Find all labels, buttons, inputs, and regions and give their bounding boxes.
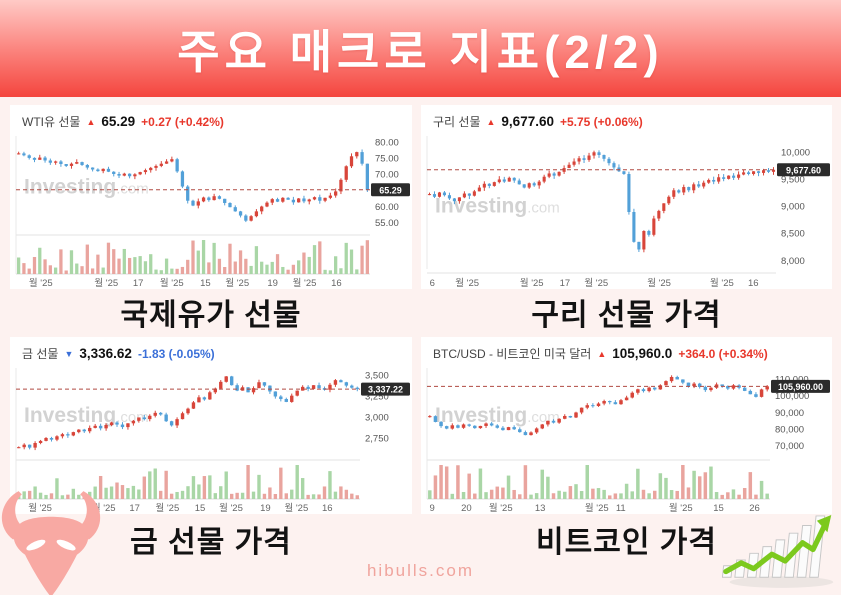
instrument-name: BTC/USD - 비트코인 미국 달러	[433, 347, 592, 361]
svg-text:15: 15	[713, 503, 724, 514]
page-title: 주요 매크로 지표(2/2)	[177, 25, 664, 78]
svg-text:16: 16	[322, 503, 333, 514]
svg-text:15: 15	[195, 503, 206, 514]
svg-text:10,000: 10,000	[781, 147, 810, 158]
svg-text:월 '25: 월 '25	[585, 502, 609, 514]
svg-text:월 '25: 월 '25	[520, 277, 544, 289]
svg-text:70,000: 70,000	[775, 441, 804, 452]
svg-text:20: 20	[461, 503, 472, 514]
svg-text:월 '25: 월 '25	[647, 277, 671, 289]
last-price: 105,960.0	[612, 346, 673, 361]
caption-copper: 구리 선물 가격	[531, 299, 722, 332]
price-direction-icon: ▼	[64, 349, 74, 359]
svg-text:16: 16	[748, 278, 759, 289]
svg-text:26: 26	[749, 503, 760, 514]
svg-text:55.00: 55.00	[375, 218, 399, 229]
svg-text:월 '25: 월 '25	[284, 502, 308, 514]
svg-text:90,000: 90,000	[775, 408, 804, 419]
svg-text:3,500: 3,500	[365, 371, 389, 382]
svg-text:17: 17	[129, 503, 140, 514]
chart-header: WTI유 선물 ▲ 65.29 +0.27 (+0.42%)	[10, 105, 412, 131]
svg-text:Investing.com: Investing.com	[24, 176, 149, 199]
site-watermark: hibulls.com	[366, 561, 475, 580]
svg-text:월 '25: 월 '25	[489, 502, 513, 514]
svg-text:월 '25: 월 '25	[29, 277, 53, 289]
svg-text:9,000: 9,000	[781, 202, 805, 213]
chart-card-btc: BTC/USD - 비트코인 미국 달러 ▲ 105,960.0 +364.0 …	[421, 337, 832, 514]
svg-text:65.29: 65.29	[379, 185, 402, 195]
price-change: +0.27 (+0.42%)	[141, 115, 224, 129]
candlestick-chart: Investing.com 10,000 9,500 9,000 8,500 8,000 9…	[421, 132, 832, 289]
svg-text:3,000: 3,000	[365, 412, 389, 423]
chart-card-wti: WTI유 선물 ▲ 65.29 +0.27 (+0.42%) Investing…	[10, 105, 412, 289]
svg-text:17: 17	[133, 278, 144, 289]
instrument-name: 금 선물	[22, 347, 59, 361]
candlestick-chart: Investing.com 80.00 75.00 70.00 60.00 55.00 65…	[10, 132, 412, 289]
svg-text:100,000: 100,000	[775, 391, 809, 402]
instrument-name: WTI유 선물	[22, 115, 81, 129]
caption-oil: 국제유가 선물	[120, 299, 302, 332]
svg-text:Investing.com: Investing.com	[24, 404, 149, 427]
svg-text:80,000: 80,000	[775, 424, 804, 435]
last-price: 65.29	[101, 114, 136, 129]
candlestick-chart: Investing.com110,000100,00090,00080,0007…	[421, 364, 832, 514]
svg-text:월 '25: 월 '25	[225, 277, 249, 289]
caption-bitcoin: 비트코인 가격	[536, 526, 717, 559]
svg-text:Investing.com: Investing.com	[435, 195, 560, 218]
svg-text:월 '25: 월 '25	[219, 502, 243, 514]
svg-text:월 '25: 월 '25	[584, 277, 608, 289]
svg-text:월 '25: 월 '25	[160, 277, 184, 289]
svg-text:15: 15	[200, 278, 211, 289]
svg-text:9,500: 9,500	[781, 174, 805, 185]
svg-text:월 '25: 월 '25	[669, 502, 693, 514]
svg-text:9,677.60: 9,677.60	[786, 165, 821, 175]
svg-text:2,750: 2,750	[365, 433, 389, 444]
price-direction-icon: ▲	[86, 117, 96, 127]
svg-text:11: 11	[616, 503, 626, 514]
svg-text:19: 19	[267, 278, 278, 289]
svg-text:16: 16	[331, 278, 342, 289]
svg-text:월 '25: 월 '25	[455, 277, 479, 289]
chart-header: 구리 선물 ▲ 9,677.60 +5.75 (+0.06%)	[421, 105, 832, 131]
title-banner: 주요 매크로 지표(2/2)	[0, 0, 841, 97]
chart-card-gold: 금 선물 ▼ 3,336.62 -1.83 (-0.05%) Investing…	[10, 337, 412, 514]
svg-text:월 '25: 월 '25	[710, 277, 734, 289]
price-change: +5.75 (+0.06%)	[559, 115, 643, 129]
svg-text:월 '25: 월 '25	[293, 277, 317, 289]
caption-gold: 금 선물 가격	[130, 526, 292, 559]
svg-text:80.00: 80.00	[375, 137, 399, 148]
instrument-name: 구리 선물	[433, 115, 481, 129]
chart-header: BTC/USD - 비트코인 미국 달러 ▲ 105,960.0 +364.0 …	[421, 337, 832, 363]
svg-text:9: 9	[429, 503, 434, 514]
chart-card-copper: 구리 선물 ▲ 9,677.60 +5.75 (+0.06%) Investin…	[421, 105, 832, 289]
svg-text:105,960.00: 105,960.00	[778, 382, 823, 392]
svg-text:월 '25: 월 '25	[155, 502, 179, 514]
last-price: 3,336.62	[79, 346, 132, 361]
chart-header: 금 선물 ▼ 3,336.62 -1.83 (-0.05%)	[10, 337, 412, 363]
price-change: -1.83 (-0.05%)	[137, 347, 215, 361]
price-change: +364.0 (+0.34%)	[678, 347, 768, 361]
svg-text:13: 13	[535, 503, 546, 514]
svg-text:19: 19	[260, 503, 271, 514]
svg-text:60.00: 60.00	[375, 202, 399, 213]
svg-text:17: 17	[560, 278, 571, 289]
price-direction-icon: ▲	[597, 349, 607, 359]
svg-text:6: 6	[430, 278, 435, 289]
bull-logo-icon	[0, 490, 116, 595]
svg-text:70.00: 70.00	[375, 170, 399, 181]
candlestick-chart: Investing.com 3,500 3,250 3,000 2,750 3,337.2…	[10, 364, 412, 514]
svg-text:8,500: 8,500	[781, 229, 805, 240]
price-direction-icon: ▲	[486, 117, 496, 127]
svg-text:Investing.com: Investing.com	[435, 404, 560, 427]
growth-chart-icon	[722, 508, 837, 590]
svg-text:8,000: 8,000	[781, 256, 805, 267]
svg-text:월 '25: 월 '25	[28, 502, 52, 514]
last-price: 9,677.60	[501, 114, 554, 129]
svg-text:75.00: 75.00	[375, 154, 399, 165]
svg-text:월 '25: 월 '25	[94, 277, 118, 289]
svg-text:3,250: 3,250	[365, 391, 389, 402]
svg-text:3,337.22: 3,337.22	[368, 385, 403, 395]
